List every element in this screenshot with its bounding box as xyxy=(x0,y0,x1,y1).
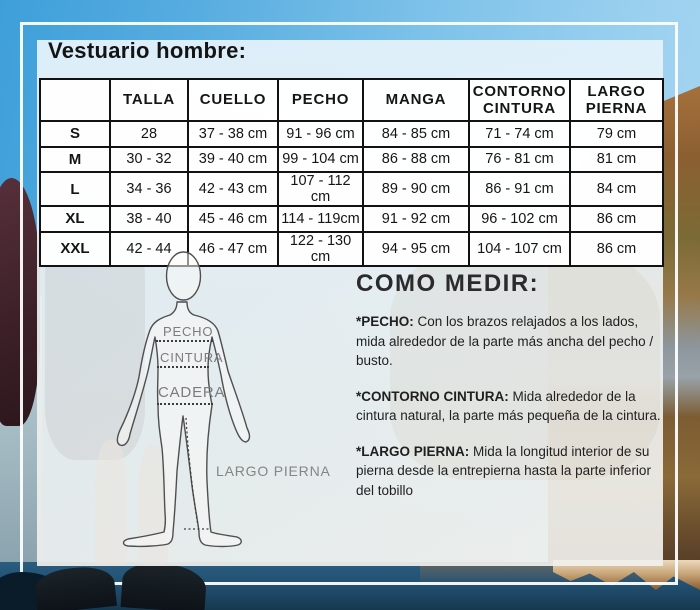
hip-dotted-line xyxy=(157,403,213,405)
measurement-cell: 86 - 91 cm xyxy=(468,171,571,207)
figure-body xyxy=(116,301,251,548)
measurement-cell: 84 - 85 cm xyxy=(362,120,470,148)
how-to-measure-heading: COMO MEDIR: xyxy=(356,270,540,297)
label-pecho: PECHO xyxy=(163,324,214,339)
measurement-cell: 84 cm xyxy=(569,171,664,207)
measurement-cell: 71 - 74 cm xyxy=(468,120,571,148)
measure-text: Mida la longitud interior de su pierna d… xyxy=(356,443,651,498)
measurement-cell: 38 - 40 xyxy=(109,205,189,233)
measure-item-pecho: *PECHO: Con los brazos relajados a los l… xyxy=(356,312,666,371)
measure-item-contorno-cintura: *CONTORNO CINTURA: Mida alrededor de la … xyxy=(356,387,666,426)
measure-term: *LARGO PIERNA: xyxy=(356,443,470,459)
body-diagram: PECHO CINTURA CADERA LARGO PIERNA xyxy=(112,250,330,550)
header-row: TALLA CUELLO PECHO MANGA CONTORNO CINTURA LAR… xyxy=(39,78,664,122)
measurement-cell: 114 - 119cm xyxy=(277,205,364,233)
size-label-cell: L xyxy=(39,171,111,207)
measurement-cell: 45 - 46 cm xyxy=(187,205,279,233)
size-label-cell: XL xyxy=(39,205,111,233)
size-table: TALLA CUELLO PECHO MANGA CONTORNO CINTURA LAR… xyxy=(39,78,664,267)
page-title: Vestuario hombre: xyxy=(48,38,247,63)
label-cintura: CINTURA xyxy=(160,350,224,365)
measurement-cell: 91 - 96 cm xyxy=(277,120,364,148)
measurement-cell: 86 cm xyxy=(569,230,664,267)
label-cadera: CADERA xyxy=(158,384,226,401)
column-header: TALLA xyxy=(109,78,189,122)
column-header xyxy=(39,78,111,122)
size-row: XL 38 - 40 45 - 46 cm 114 - 119cm 91 - 92 cm… xyxy=(39,205,664,233)
measurement-cell: 104 - 107 cm xyxy=(468,230,571,267)
size-row: M 30 - 32 39 - 40 cm 99 - 104 cm 86 - 88 cm 7… xyxy=(39,145,664,173)
size-label-cell: XXL xyxy=(39,230,111,267)
measurement-cell: 79 cm xyxy=(569,120,664,148)
measurement-cell: 122 - 130 cm xyxy=(277,230,364,267)
measurement-cell: 86 - 88 cm xyxy=(362,145,470,173)
column-header: PECHO xyxy=(277,78,364,122)
hiker-leg-seen-through-panel xyxy=(95,440,127,566)
waist-dotted-line xyxy=(157,366,209,368)
measurement-cell: 91 - 92 cm xyxy=(362,205,470,233)
measurement-cell: 96 - 102 cm xyxy=(468,205,571,233)
measurement-cell: 42 - 43 cm xyxy=(187,171,279,207)
column-header: CUELLO xyxy=(187,78,279,122)
measure-text: Mida alrededor de la cintura natural, la… xyxy=(356,388,661,424)
measure-term: *PECHO: xyxy=(356,314,414,329)
measurement-cell: 34 - 36 xyxy=(109,171,189,207)
column-header: MANGA xyxy=(362,78,470,122)
photo-frame-border xyxy=(20,22,678,585)
human-outline-drawing xyxy=(116,251,251,548)
measure-item-largo-pierna: *LARGO PIERNA: Mida la longitud interior… xyxy=(356,442,666,501)
size-row: L 34 - 36 42 - 43 cm 107 - 112 cm 89 - 90 cm… xyxy=(39,171,664,207)
measurement-cell: 76 - 81 cm xyxy=(468,145,571,173)
background-haze xyxy=(390,250,660,480)
measurement-cell: 30 - 32 xyxy=(109,145,189,173)
size-row: XXL 42 - 44 46 - 47 cm 122 - 130 cm 94 - 95 … xyxy=(39,230,664,267)
chest-dotted-line xyxy=(156,340,213,342)
measure-term: *CONTORNO CINTURA: xyxy=(356,388,509,404)
measure-text: Con los brazos relajados a los lados, mi… xyxy=(356,314,654,369)
measurement-cell: 94 - 95 cm xyxy=(362,230,470,267)
column-header: LARGO PIERNA xyxy=(569,78,664,122)
figure-head xyxy=(165,251,202,301)
how-to-measure-section: COMO MEDIR: *PECHO: Con los brazos relaj… xyxy=(356,270,666,517)
measurement-cell: 39 - 40 cm xyxy=(187,145,279,173)
measurement-cell: 28 xyxy=(109,120,189,148)
column-header: CONTORNO CINTURA xyxy=(468,78,571,122)
measurement-cell: 89 - 90 cm xyxy=(362,171,470,207)
measurement-cell: 86 cm xyxy=(569,205,664,233)
label-largo-pierna: LARGO PIERNA xyxy=(216,463,331,479)
measurement-cell: 81 cm xyxy=(569,145,664,173)
measurement-cell: 107 - 112 cm xyxy=(277,171,364,207)
size-label-cell: M xyxy=(39,145,111,173)
size-label-cell: S xyxy=(39,120,111,148)
measurement-cell: 99 - 104 cm xyxy=(277,145,364,173)
measurement-cell: 46 - 47 cm xyxy=(187,230,279,267)
measurement-cell: 37 - 38 cm xyxy=(187,120,279,148)
size-row: S 28 37 - 38 cm 91 - 96 cm 84 - 85 cm 71 - 74… xyxy=(39,120,664,148)
inseam-dotted-line xyxy=(185,417,199,527)
